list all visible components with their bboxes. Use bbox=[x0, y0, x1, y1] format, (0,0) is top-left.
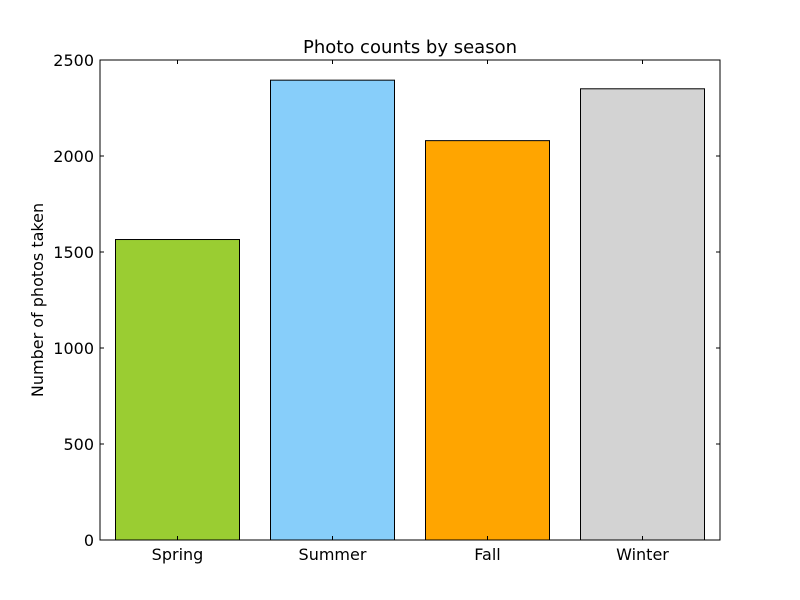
bar-summer bbox=[270, 79, 395, 541]
x-tick-label: Spring bbox=[152, 545, 204, 564]
bar-spring bbox=[115, 239, 240, 541]
y-tick-label: 0 bbox=[84, 531, 94, 550]
y-tick-label: 2000 bbox=[53, 147, 94, 166]
bars-group bbox=[115, 79, 705, 541]
y-tick-label: 1500 bbox=[53, 243, 94, 262]
y-tick-label: 500 bbox=[63, 435, 94, 454]
x-tick-label: Winter bbox=[616, 545, 669, 564]
bar-winter bbox=[580, 88, 705, 541]
y-tick-label: 2500 bbox=[53, 51, 94, 70]
bar-fall bbox=[425, 140, 550, 541]
x-tick-label: Summer bbox=[299, 545, 367, 564]
y-axis-label: Number of photos taken bbox=[28, 203, 47, 397]
y-tick-label: 1000 bbox=[53, 339, 94, 358]
chart-title: Photo counts by season bbox=[303, 37, 517, 58]
x-tick-label: Fall bbox=[474, 545, 500, 564]
plot-frame bbox=[99, 59, 721, 541]
ticks-group: Spring Summer Fall Winter 0 500 1000 1500 2000 25… bbox=[53, 51, 720, 564]
